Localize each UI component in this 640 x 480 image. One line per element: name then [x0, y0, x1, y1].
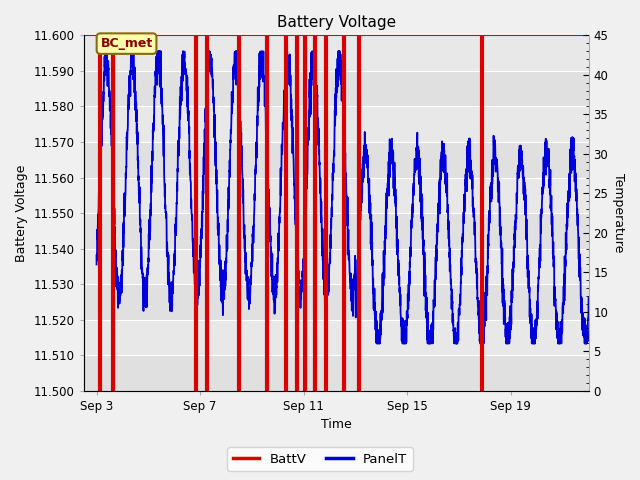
Bar	[84, 178, 589, 213]
Legend: BattV, PanelT: BattV, PanelT	[227, 447, 413, 471]
Bar	[84, 107, 589, 142]
Bar	[84, 36, 589, 71]
Bar	[84, 142, 589, 178]
Bar	[84, 213, 589, 249]
Bar	[84, 355, 589, 391]
Text: BC_met: BC_met	[100, 37, 153, 50]
Y-axis label: Battery Voltage: Battery Voltage	[15, 164, 28, 262]
Bar	[84, 320, 589, 355]
Bar	[84, 71, 589, 107]
Bar	[84, 249, 589, 284]
Bar	[84, 284, 589, 320]
X-axis label: Time: Time	[321, 419, 351, 432]
Title: Battery Voltage: Battery Voltage	[276, 15, 396, 30]
Y-axis label: Temperature: Temperature	[612, 173, 625, 253]
